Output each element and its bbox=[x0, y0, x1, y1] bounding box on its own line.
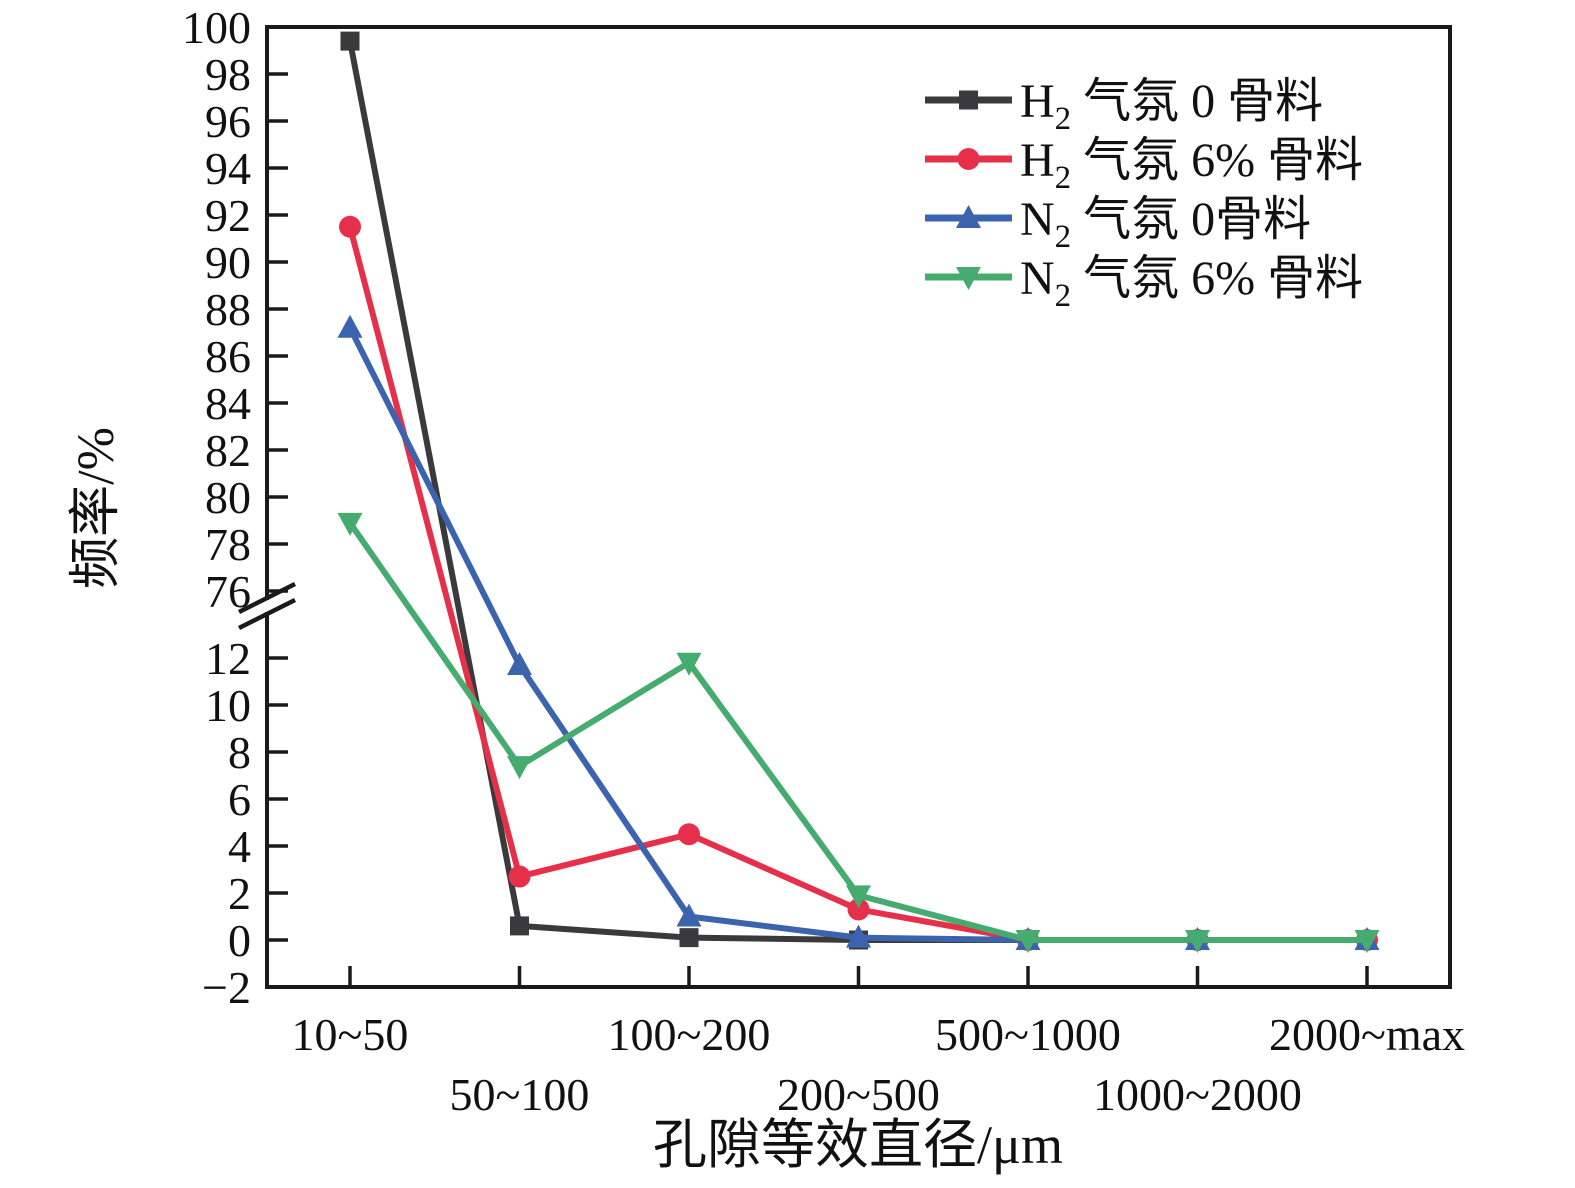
legend-label-4: N2 气氛 6% 骨料 bbox=[1020, 252, 1363, 314]
y-tick-label-6: 6 bbox=[228, 774, 251, 825]
y-tick-label-92: 92 bbox=[205, 190, 251, 241]
series-1-marker-1 bbox=[340, 31, 360, 51]
x-axis-title: 孔隙等效直径/μm bbox=[653, 1115, 1063, 1175]
legend-label-2: H2 气氛 6% 骨料 bbox=[1020, 134, 1363, 196]
series-4-marker-2 bbox=[507, 756, 532, 780]
series-4-marker-6 bbox=[1185, 930, 1210, 953]
y-tick-label-84: 84 bbox=[205, 378, 251, 429]
series-3-marker-2 bbox=[507, 652, 532, 676]
series-4-marker-4 bbox=[846, 885, 871, 909]
series-1-marker-3 bbox=[679, 928, 699, 948]
y-tick-label-100: 100 bbox=[182, 2, 251, 53]
legend-item-3: N2 气氛 0骨料 bbox=[925, 193, 1311, 255]
series-4 bbox=[337, 512, 1380, 953]
y-axis-break-icon-2 bbox=[237, 597, 297, 631]
chart-layer: 100989694929088868482807876121086420−210… bbox=[182, 2, 1465, 1120]
legend-marker-4 bbox=[956, 267, 981, 290]
x-tick-label-7: 2000~max bbox=[1269, 1009, 1465, 1060]
y-tick-label-82: 82 bbox=[205, 425, 251, 476]
legend-item-1: H2 气氛 0 骨料 bbox=[925, 75, 1323, 137]
series-2-marker-2 bbox=[508, 865, 531, 888]
series-4-marker-7 bbox=[1354, 930, 1380, 953]
y-tick-label-12: 12 bbox=[205, 633, 251, 684]
y-tick-label-0: 0 bbox=[228, 915, 251, 966]
legend-label-1: H2 气氛 0 骨料 bbox=[1020, 75, 1323, 137]
x-tick-label-1: 10~50 bbox=[292, 1009, 409, 1060]
series-2-marker-3 bbox=[678, 823, 700, 846]
y-tick-label--2: −2 bbox=[202, 962, 251, 1013]
series-1-marker-2 bbox=[510, 916, 529, 936]
y-tick-label-78: 78 bbox=[205, 519, 251, 570]
legend-item-2: H2 气氛 6% 骨料 bbox=[925, 134, 1363, 196]
series-2-marker-4 bbox=[847, 898, 870, 921]
legend-marker-3 bbox=[956, 205, 981, 228]
y-tick-label-8: 8 bbox=[228, 727, 251, 778]
series-4-marker-5 bbox=[1015, 930, 1041, 953]
x-tick-label-3: 100~200 bbox=[608, 1009, 771, 1060]
series-3-marker-1 bbox=[337, 314, 363, 338]
y-tick-label-98: 98 bbox=[205, 49, 251, 100]
y-tick-label-96: 96 bbox=[205, 96, 251, 147]
y-tick-label-86: 86 bbox=[205, 331, 251, 382]
legend-label-3: N2 气氛 0骨料 bbox=[1020, 193, 1311, 255]
series-4-marker-1 bbox=[337, 512, 363, 536]
series-4-marker-3 bbox=[676, 652, 702, 676]
x-tick-label-2: 50~100 bbox=[450, 1069, 590, 1120]
x-tick-label-6: 1000~2000 bbox=[1093, 1069, 1302, 1120]
y-axis-break-icon-1 bbox=[237, 581, 297, 615]
series-2 bbox=[339, 215, 1378, 951]
x-tick-label-4: 200~500 bbox=[777, 1069, 940, 1120]
legend-item-4: N2 气氛 6% 骨料 bbox=[925, 252, 1363, 314]
y-tick-label-90: 90 bbox=[205, 237, 251, 288]
series-3-marker-3 bbox=[676, 903, 702, 927]
legend-marker-2 bbox=[957, 148, 980, 170]
legend-marker-1 bbox=[959, 90, 978, 110]
y-tick-label-88: 88 bbox=[205, 284, 251, 335]
y-tick-label-76: 76 bbox=[205, 566, 251, 617]
series-3 bbox=[337, 314, 1380, 950]
y-tick-label-94: 94 bbox=[205, 143, 251, 194]
y-axis-title: 频率/% bbox=[68, 427, 125, 589]
x-tick-label-5: 500~1000 bbox=[935, 1009, 1121, 1060]
y-tick-label-10: 10 bbox=[205, 680, 251, 731]
y-tick-label-2: 2 bbox=[228, 868, 251, 919]
series-2-marker-1 bbox=[339, 215, 361, 238]
series-3-marker-4 bbox=[846, 924, 871, 948]
y-tick-label-80: 80 bbox=[205, 472, 251, 523]
y-tick-label-4: 4 bbox=[228, 821, 251, 872]
series-line-4 bbox=[347, 521, 1367, 943]
